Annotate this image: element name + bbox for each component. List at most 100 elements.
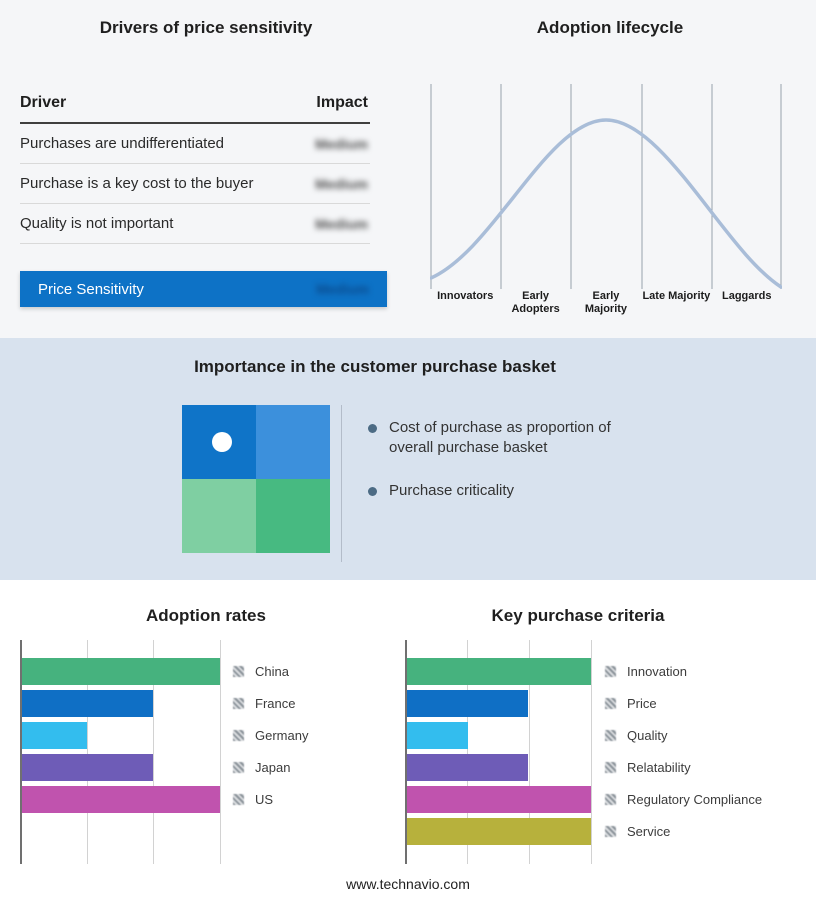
legend-swatch-icon [605, 826, 616, 837]
legend-swatch-icon [233, 666, 244, 677]
bar-us [22, 786, 220, 813]
basket-bullet-list: Cost of purchase as proportion of overal… [368, 418, 630, 523]
driver-label: Quality is not important [20, 215, 174, 232]
quadrant-bottom-left [182, 479, 256, 553]
legend-swatch-icon [605, 666, 616, 677]
gridline [591, 640, 592, 864]
adoption-rates-legend: China France Germany Japan US [233, 658, 308, 818]
stage-label: Laggards [722, 290, 772, 302]
legend-label: China [255, 664, 289, 679]
position-marker-dot [212, 432, 232, 452]
bell-curve-line [429, 118, 783, 289]
lifecycle-stage-labels: Innovators Early Adopters Early Majority… [430, 290, 782, 316]
impact-value-redacted: Medium [315, 215, 368, 232]
legend-label: Innovation [627, 664, 687, 679]
bullet-text: Cost of purchase as proportion of overal… [389, 419, 611, 457]
list-item: Purchase criticality [368, 481, 630, 501]
price-sensitivity-highlight-row: Price Sensitivity Medium [20, 271, 387, 307]
quadrant-bottom-right [256, 479, 330, 553]
list-item: Cost of purchase as proportion of overal… [368, 418, 630, 459]
bullet-icon [368, 424, 377, 433]
gridline [220, 640, 221, 864]
legend-item: France [233, 690, 308, 717]
legend-item: Relatability [605, 754, 762, 781]
legend-label: Service [627, 824, 671, 839]
driver-label: Purchases are undifferentiated [20, 135, 225, 152]
key-purchase-criteria-legend: Innovation Price Quality Relatability Re… [605, 658, 762, 850]
legend-item: Japan [233, 754, 308, 781]
legend-item: China [233, 658, 308, 685]
bell-curve-svg [429, 84, 783, 289]
drivers-title: Drivers of price sensitivity [99, 18, 313, 37]
legend-item: US [233, 786, 308, 813]
table-row: Purchase is a key cost to the buyer Medi… [20, 164, 370, 204]
lifecycle-title: Adoption lifecycle [536, 18, 684, 37]
adoption-rates-chart [20, 640, 221, 864]
legend-swatch-icon [605, 698, 616, 709]
y-axis-line [405, 640, 407, 864]
legend-item: Price [605, 690, 762, 717]
impact-value-redacted: Medium [315, 135, 368, 152]
legend-swatch-icon [233, 794, 244, 805]
legend-swatch-icon [605, 762, 616, 773]
legend-label: Quality [627, 728, 668, 743]
column-impact: Impact [316, 94, 368, 111]
legend-label: Germany [255, 728, 309, 743]
bar-china [22, 658, 220, 685]
adoption-rates-title: Adoption rates [146, 606, 266, 625]
bar-japan [22, 754, 153, 781]
legend-swatch-icon [233, 762, 244, 773]
bar-germany [22, 722, 88, 749]
price-sensitivity-label: Price Sensitivity [38, 280, 144, 298]
adoption-lifecycle-chart [429, 84, 783, 289]
impact-value-redacted: Medium [315, 175, 368, 192]
bar-relatability [407, 754, 529, 781]
bar-innovation [407, 658, 591, 685]
driver-label: Purchase is a key cost to the buyer [20, 175, 254, 192]
legend-item: Quality [605, 722, 762, 749]
bar-regulatory-compliance [407, 786, 591, 813]
bullet-icon [368, 486, 377, 496]
legend-item: Innovation [605, 658, 762, 685]
table-row: Quality is not important Medium [20, 204, 370, 244]
bar-group [22, 658, 220, 818]
middle-band [0, 338, 816, 580]
impact-value-redacted: Medium [316, 281, 369, 297]
legend-swatch-icon [605, 730, 616, 741]
quadrant-top-left [182, 405, 256, 479]
website-url[interactable]: www.technavio.com [346, 876, 470, 892]
stage-label: Early Majority [584, 290, 628, 315]
bar-france [22, 690, 153, 717]
legend-label: US [255, 792, 274, 807]
bar-quality [407, 722, 468, 749]
legend-swatch-icon [233, 730, 244, 741]
stage-label: Late Majority [642, 290, 711, 302]
legend-label: Regulatory Compliance [627, 792, 763, 807]
key-purchase-criteria-title: Key purchase criteria [491, 606, 665, 625]
legend-swatch-icon [233, 698, 244, 709]
bar-service [407, 818, 591, 845]
legend-label: France [255, 696, 296, 711]
legend-item: Service [605, 818, 762, 845]
legend-swatch-icon [605, 794, 616, 805]
legend-item: Germany [233, 722, 308, 749]
y-axis-line [20, 640, 22, 864]
bar-price [407, 690, 529, 717]
quadrant-top-right [256, 405, 330, 479]
stage-label: Innovators [437, 290, 494, 302]
drivers-table: Driver Impact Purchases are undifferenti… [20, 88, 370, 244]
legend-item: Regulatory Compliance [605, 786, 762, 813]
column-driver: Driver [20, 94, 67, 111]
legend-label: Price [627, 696, 657, 711]
table-row: Purchases are undifferentiated Medium [20, 124, 370, 164]
gridline [153, 640, 155, 864]
gridline [86, 640, 88, 864]
legend-label: Japan [255, 760, 291, 775]
bar-group [407, 658, 591, 850]
purchase-basket-quadrant [182, 405, 330, 553]
gridline [466, 640, 468, 864]
key-purchase-criteria-chart [405, 640, 592, 864]
table-header: Driver Impact [20, 88, 370, 124]
basket-title: Importance in the customer purchase bask… [194, 357, 556, 376]
